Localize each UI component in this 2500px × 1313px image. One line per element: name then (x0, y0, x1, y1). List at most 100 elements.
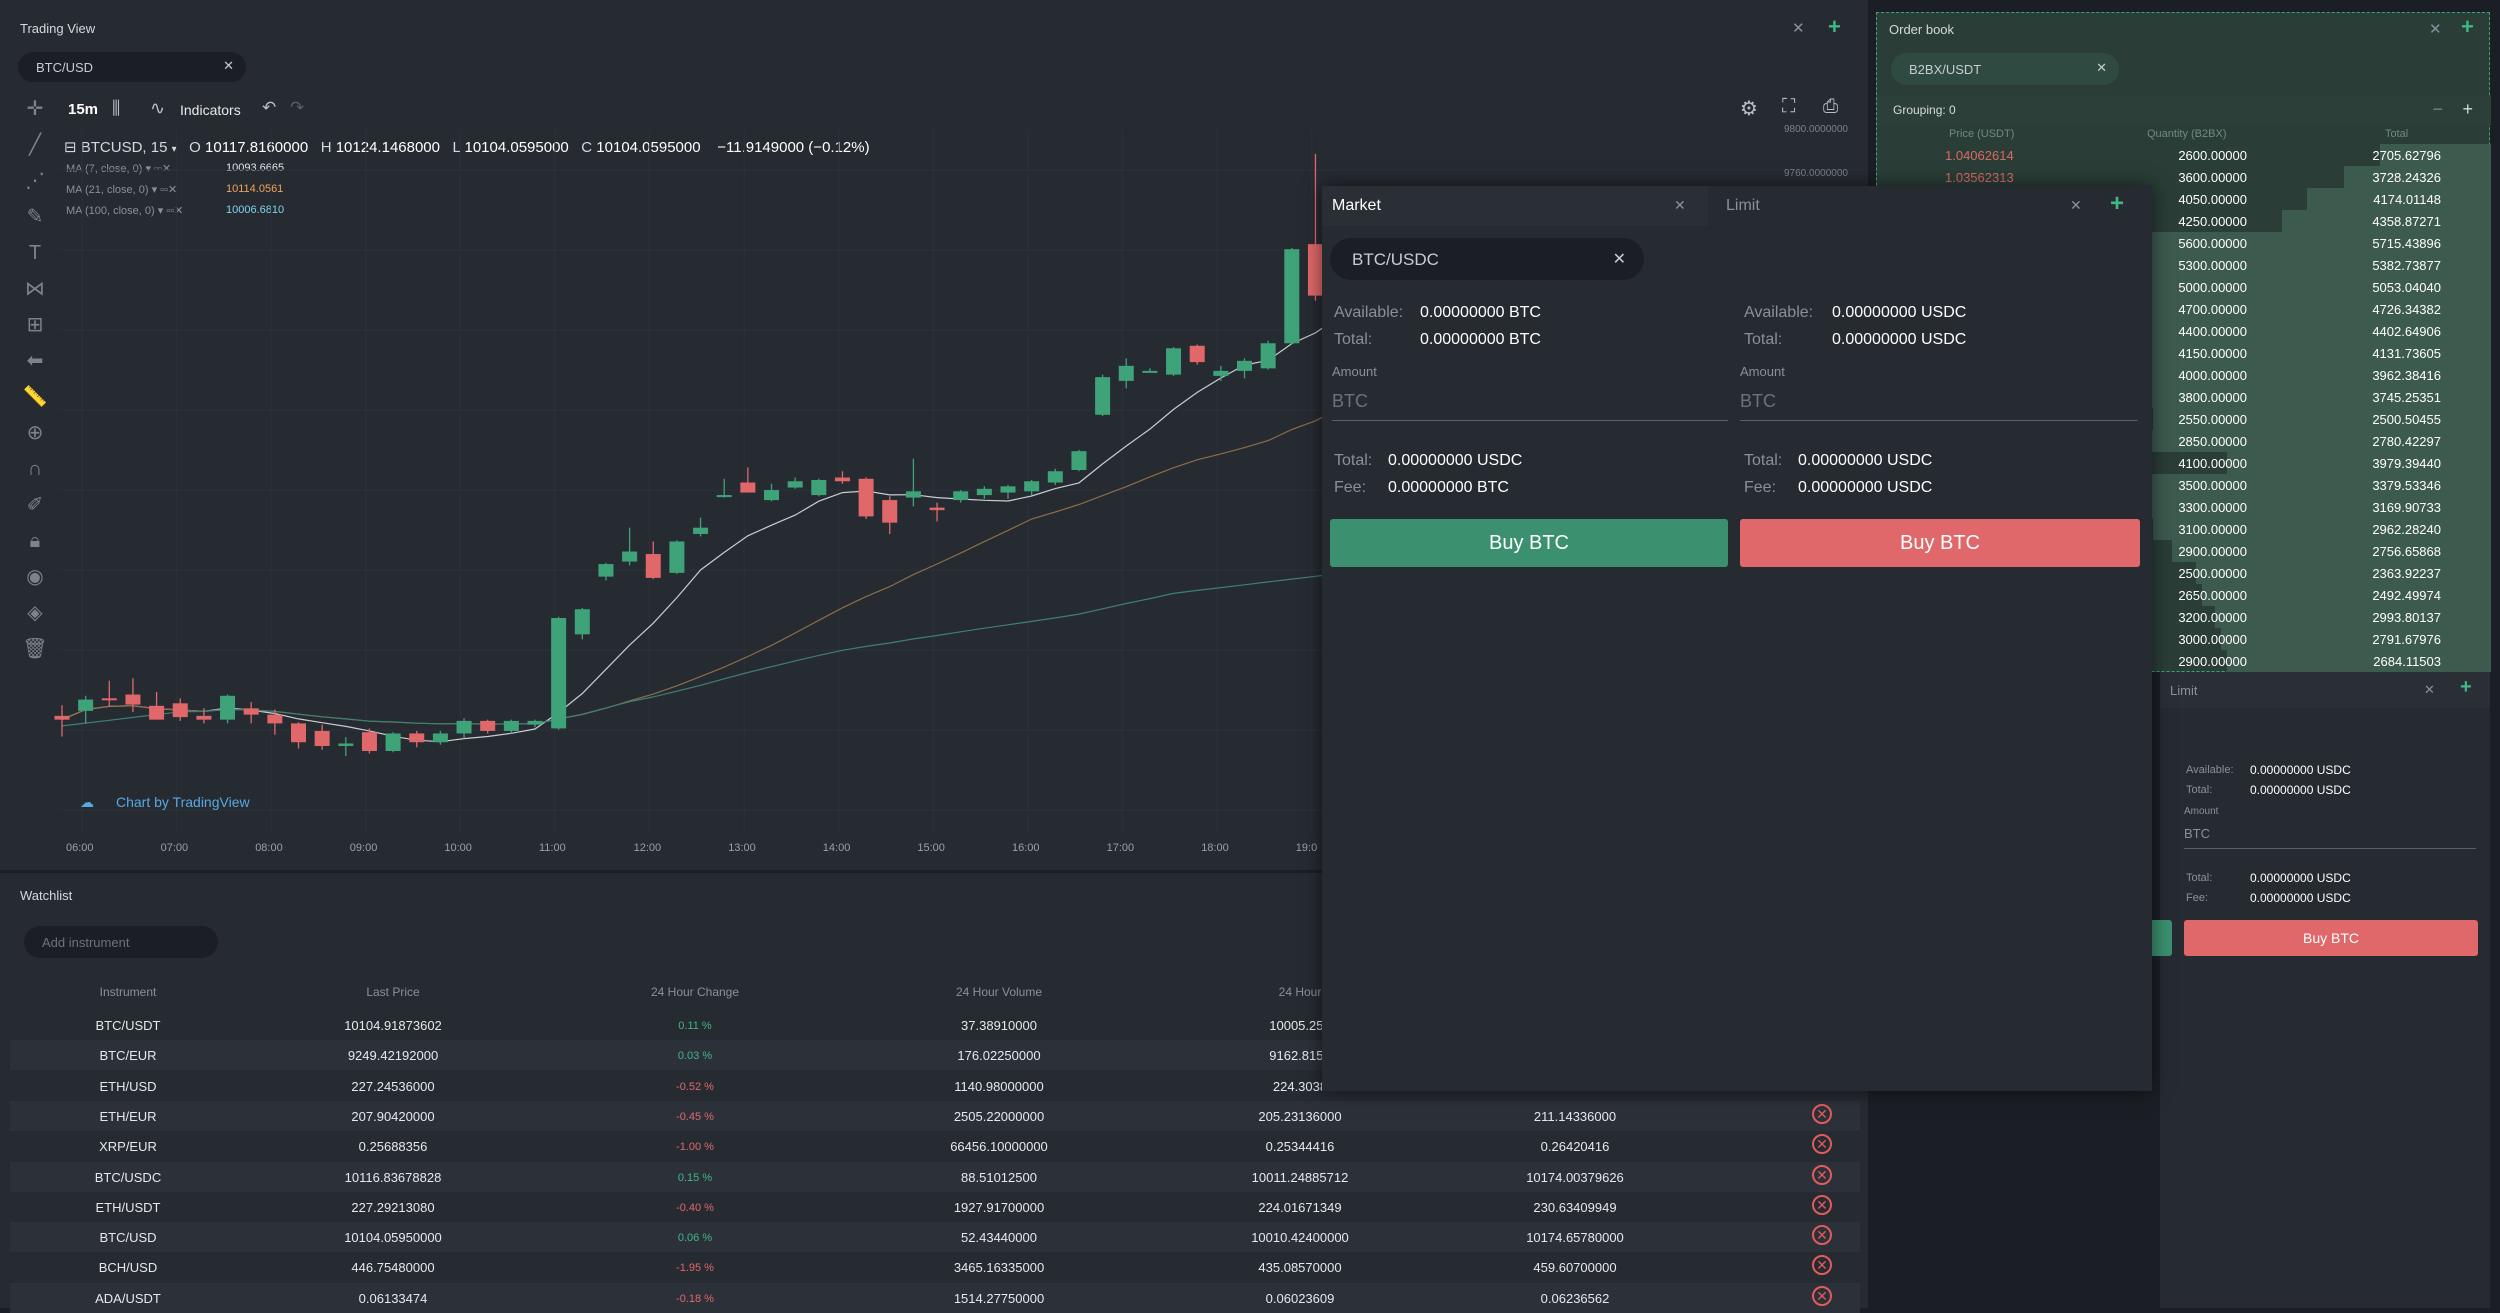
candle[interactable] (1118, 358, 1134, 389)
symbol-label[interactable]: BTCUSD, 15 (80, 139, 168, 156)
table-row[interactable]: ETH/USD 227.24536000 -0.52 % 1140.98000000 2… (10, 1071, 1860, 1101)
candle[interactable] (456, 718, 472, 739)
order-book-row[interactable]: 3300.00000 3169.90733 (1877, 496, 2491, 518)
candle[interactable] (1213, 365, 1229, 381)
legend-collapse-icon[interactable]: ⊟ (64, 139, 77, 156)
small-limit-tab[interactable]: Limit (2170, 683, 2198, 698)
candle[interactable] (1284, 247, 1300, 345)
remove-instrument-icon[interactable]: ✕ (1812, 1164, 1832, 1185)
order-book-close-icon[interactable]: ✕ (2429, 21, 2442, 38)
remove-instrument-icon[interactable]: ✕ (1812, 1103, 1832, 1124)
candle[interactable] (551, 616, 567, 730)
candle[interactable] (929, 502, 945, 522)
prediction-tool-icon[interactable]: ⊞ (26, 314, 44, 336)
order-book-row[interactable]: 3500.00000 3379.53346 (1877, 474, 2491, 496)
order-book-row[interactable]: 1.04062614 2600.00000 2705.62796 (1877, 144, 2491, 166)
pattern-tool-icon[interactable]: ⋈ (25, 278, 45, 300)
order-book-row[interactable]: 2650.00000 2492.49974 (1877, 584, 2491, 606)
lock-icon[interactable]: 🔒︎ (29, 530, 41, 552)
order-book-row[interactable]: 3800.00000 3745.25351 (1877, 386, 2491, 408)
candle[interactable] (882, 496, 898, 534)
add-instrument-input[interactable]: Add instrument (24, 926, 218, 958)
candle[interactable] (1260, 340, 1276, 370)
symbol-chip[interactable]: BTC/USD ✕ (18, 52, 246, 82)
symbol-chip-close-icon[interactable]: ✕ (223, 58, 234, 73)
candle[interactable] (1237, 358, 1252, 379)
hidden-buy-button-edge[interactable] (2152, 920, 2172, 956)
table-row[interactable]: BCH/USD 446.75480000 -1.95 % 3465.16335000 4… (10, 1252, 1860, 1282)
candle[interactable] (267, 709, 283, 735)
candle[interactable] (1095, 374, 1111, 417)
tab-add-icon[interactable]: + (2110, 190, 2125, 217)
fullscreen-icon[interactable]: ⛶ (1782, 96, 1796, 117)
candle[interactable] (693, 517, 709, 537)
grouping-minus-icon[interactable]: − (2432, 99, 2443, 119)
buy-btc-button-limit[interactable]: Buy BTC (1740, 519, 2140, 567)
candle[interactable] (953, 490, 969, 503)
table-row[interactable]: BTC/USDC 10116.83678828 0.15 % 88.51012500 1… (10, 1161, 1860, 1192)
grouping-plus-icon[interactable]: + (2462, 99, 2473, 119)
candle[interactable] (149, 692, 165, 720)
order-book-row[interactable]: 1.03562313 3600.00000 3728.24326 (1877, 166, 2491, 188)
tab-market-close-icon[interactable]: ✕ (1674, 197, 1686, 213)
layers-icon[interactable]: ◈ (27, 602, 43, 624)
candle[interactable] (598, 562, 614, 581)
candle[interactable] (314, 724, 330, 750)
candle[interactable] (409, 730, 425, 748)
candle[interactable] (905, 458, 921, 507)
candle[interactable] (1307, 153, 1323, 301)
candle[interactable] (1166, 347, 1182, 376)
order-book-add-icon[interactable]: + (2461, 14, 2474, 39)
ruler-icon[interactable]: 📏 (22, 386, 48, 408)
column-header[interactable]: Instrument (99, 985, 157, 999)
candle[interactable] (361, 728, 377, 754)
candle[interactable] (480, 719, 496, 734)
order-book-row[interactable]: 3000.00000 2791.67976 (1877, 628, 2491, 650)
candle[interactable] (1071, 449, 1087, 472)
brush-icon[interactable]: ✎ (26, 206, 44, 228)
column-header[interactable]: 24 Hour Change (650, 985, 740, 999)
order-book-row[interactable]: 4250.00000 4358.87271 (1877, 210, 2491, 232)
small-limit-close-icon[interactable]: ✕ (2424, 682, 2435, 697)
market-pair-chip[interactable]: BTC/USDC ✕ (1330, 238, 1644, 280)
settings-gear-icon[interactable]: ⚙ (1740, 98, 1758, 120)
tradingview-watermark[interactable]: Chart by TradingView (116, 794, 250, 810)
candle[interactable] (1047, 468, 1063, 486)
order-book-row[interactable]: 2500.00000 2363.92237 (1877, 562, 2491, 584)
table-row[interactable]: ADA/USDT 0.06133474 -0.18 % 1514.27750000 0.… (10, 1282, 1860, 1313)
buy-btc-button-market[interactable]: Buy BTC (1330, 519, 1728, 567)
crosshair-icon[interactable]: ✛ (26, 98, 44, 120)
remove-instrument-icon[interactable]: ✕ (1812, 1225, 1832, 1246)
candle[interactable] (1024, 480, 1040, 496)
table-row[interactable]: BTC/USDT 10104.91873602 0.11 % 37.38910000 1… (10, 1010, 1860, 1040)
order-book-row[interactable]: 3200.00000 2993.80137 (1877, 606, 2491, 628)
remove-instrument-icon[interactable]: ✕ (1812, 1134, 1832, 1155)
candle[interactable] (764, 483, 779, 502)
tab-market[interactable]: Market ✕ (1322, 186, 1708, 226)
candle[interactable] (503, 719, 519, 734)
order-book-row[interactable]: 2850.00000 2780.42297 (1877, 430, 2491, 452)
trash-icon[interactable]: 🗑︎ (22, 638, 48, 660)
column-header[interactable]: 24 Hour Volume (955, 985, 1043, 999)
order-book-row[interactable]: 4100.00000 3979.39440 (1877, 452, 2491, 474)
candle[interactable] (196, 708, 212, 724)
lock-drawing-icon[interactable]: ✐ (26, 494, 44, 516)
table-row[interactable]: ETH/EUR 207.90420000 -0.45 % 2505.22000000 2… (10, 1100, 1860, 1131)
trading-view-close-icon[interactable]: ✕ (1792, 20, 1805, 37)
candle[interactable] (527, 719, 543, 728)
candle[interactable] (78, 695, 94, 724)
tab-limit[interactable]: Limit ✕ + (1708, 186, 2152, 226)
candle[interactable] (101, 680, 117, 708)
trend-line-icon[interactable]: ╱ (28, 134, 42, 156)
text-tool-icon[interactable]: T (28, 242, 42, 264)
candle[interactable] (54, 705, 70, 737)
candle[interactable] (740, 467, 756, 493)
order-book-row[interactable]: 4150.00000 4131.73605 (1877, 342, 2491, 364)
amount-input[interactable]: BTC (2184, 820, 2476, 849)
candle[interactable] (220, 694, 236, 724)
candle[interactable] (811, 478, 827, 497)
zoom-in-icon[interactable]: ⊕ (26, 422, 44, 444)
candle[interactable] (787, 477, 803, 489)
order-book-row[interactable]: 2550.00000 2500.50455 (1877, 408, 2491, 430)
ma-legend-row[interactable]: MA (7, close, 0) ▾ ▫▫✕ 10093.6665 (66, 162, 285, 175)
